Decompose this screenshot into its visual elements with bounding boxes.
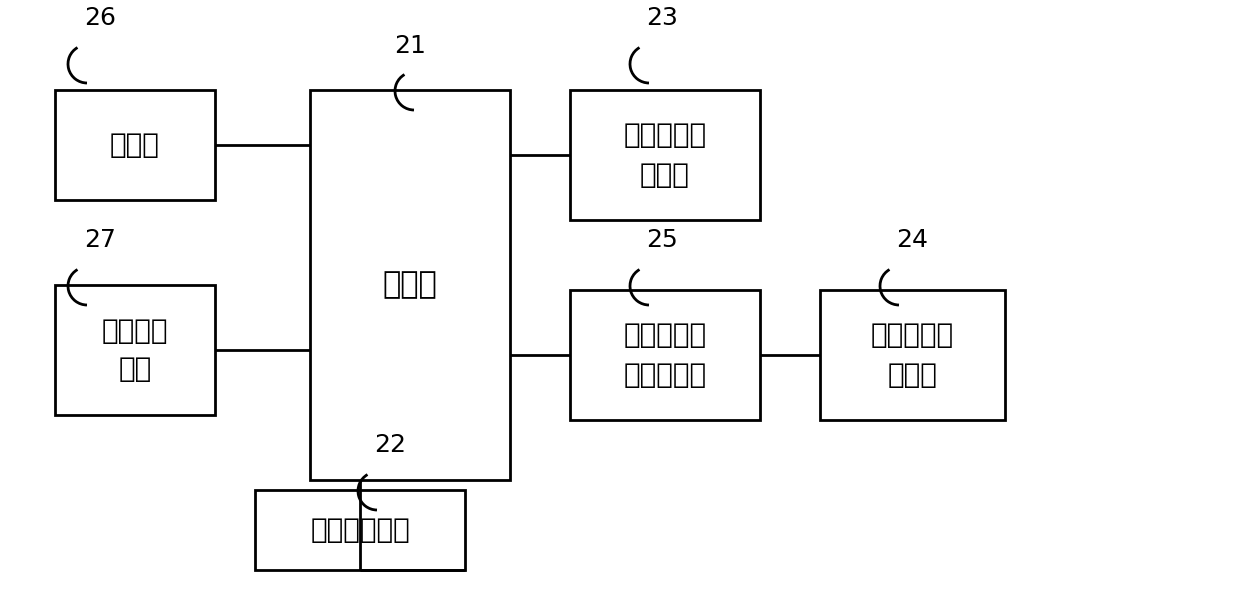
Bar: [255, 490, 465, 570]
Text: 第三串行通
信接口: 第三串行通 信接口: [624, 121, 707, 188]
Text: 21: 21: [394, 34, 425, 58]
Text: 23: 23: [646, 6, 678, 30]
Text: 处理器: 处理器: [383, 270, 438, 299]
Bar: [570, 90, 760, 220]
Text: 24: 24: [897, 228, 928, 252]
Bar: [55, 285, 215, 415]
Text: 存储器: 存储器: [110, 131, 160, 159]
Text: 第三高速串
行接口: 第三高速串 行接口: [870, 322, 954, 389]
Text: 无线通信模块: 无线通信模块: [310, 516, 410, 544]
Text: 电池管理
电路: 电池管理 电路: [102, 317, 169, 384]
Bar: [55, 90, 215, 200]
Bar: [570, 290, 760, 420]
Text: 第二并串数
据转换模块: 第二并串数 据转换模块: [624, 322, 707, 389]
Text: 27: 27: [84, 228, 115, 252]
Text: 25: 25: [646, 228, 678, 252]
Bar: [820, 290, 1004, 420]
Text: 26: 26: [84, 6, 117, 30]
Text: 22: 22: [374, 433, 405, 457]
Bar: [310, 90, 510, 480]
